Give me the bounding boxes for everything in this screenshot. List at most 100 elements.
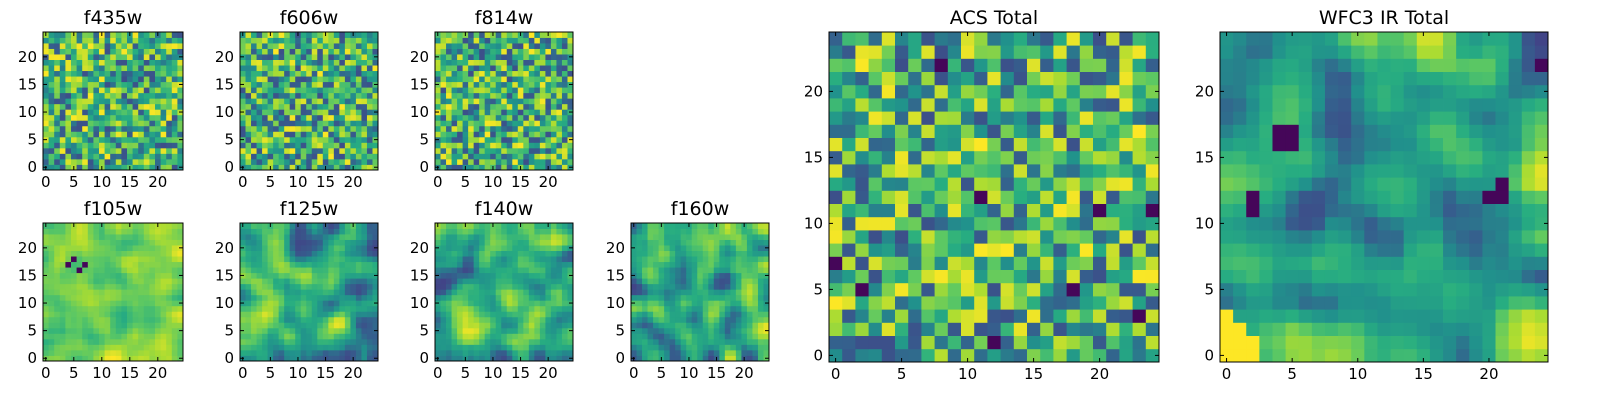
heatmap-cell xyxy=(534,37,541,44)
heatmap-cell xyxy=(479,344,486,351)
heatmap-cell xyxy=(550,228,557,235)
heatmap-cell xyxy=(110,316,117,323)
heatmap-cell xyxy=(317,125,324,132)
heatmap-cell xyxy=(138,250,145,257)
heatmap-cell xyxy=(177,349,184,356)
heatmap-cell xyxy=(289,338,296,345)
heatmap-cell xyxy=(295,322,302,329)
heatmap-cell xyxy=(741,256,748,263)
heatmap-cell xyxy=(317,147,324,154)
heatmap-cell xyxy=(115,245,122,251)
heatmap-cell xyxy=(350,92,357,99)
heatmap-cell xyxy=(517,131,524,138)
heatmap-cell xyxy=(82,234,89,240)
heatmap-cell xyxy=(284,305,291,312)
heatmap-cell xyxy=(987,216,1001,231)
heatmap-cell xyxy=(322,250,329,257)
heatmap-cell xyxy=(435,239,441,246)
heatmap-cell xyxy=(440,142,447,149)
heatmap-cell xyxy=(495,87,502,94)
heatmap-cell xyxy=(539,87,546,94)
heatmap-cell xyxy=(473,344,480,351)
heatmap-cell xyxy=(132,338,139,345)
heatmap-cell xyxy=(708,305,715,312)
heatmap-cell xyxy=(273,136,280,143)
heatmap-cell xyxy=(76,92,83,99)
heatmap-cell xyxy=(240,37,246,44)
heatmap-cell xyxy=(1000,256,1015,270)
heatmap-cell xyxy=(273,294,280,301)
heatmap-cell xyxy=(842,177,856,191)
heatmap-cell xyxy=(339,147,346,154)
heatmap-cell xyxy=(539,322,546,329)
heatmap-cell xyxy=(1040,190,1054,204)
heatmap-cell xyxy=(262,327,268,334)
heatmap-cell xyxy=(71,158,77,165)
heatmap-cell xyxy=(457,245,463,251)
heatmap-cell xyxy=(110,223,117,229)
heatmap-cell xyxy=(333,92,340,99)
heatmap-cell xyxy=(479,305,486,312)
heatmap-cell xyxy=(724,355,731,362)
heatmap-cell xyxy=(490,333,497,340)
heatmap-cell xyxy=(256,327,263,334)
heatmap-cell xyxy=(642,223,648,229)
heatmap-cell xyxy=(295,136,302,143)
heatmap-cell xyxy=(48,103,55,110)
heatmap-cell xyxy=(479,316,486,323)
heatmap-cell xyxy=(333,333,340,340)
heatmap-cell xyxy=(680,283,687,290)
heatmap-cell xyxy=(451,37,458,44)
heatmap-cell xyxy=(104,109,111,116)
heatmap-cell xyxy=(65,256,72,263)
heatmap-cell xyxy=(256,300,263,307)
heatmap-cell xyxy=(561,234,568,240)
heatmap-cell xyxy=(99,316,105,323)
heatmap-cell xyxy=(495,114,502,121)
heatmap-cell xyxy=(512,87,519,94)
heatmap-cell xyxy=(934,177,949,191)
heatmap-cell xyxy=(545,54,552,60)
heatmap-cell xyxy=(322,158,329,165)
heatmap-cell xyxy=(713,239,720,246)
heatmap-cell xyxy=(490,70,497,77)
x-tick-label: 0 xyxy=(41,364,51,382)
heatmap-cell xyxy=(653,305,659,312)
heatmap-cell xyxy=(115,87,122,94)
heatmap-cell xyxy=(366,245,373,251)
heatmap-cell xyxy=(974,177,988,191)
heatmap-cell xyxy=(322,54,329,60)
heatmap-cell xyxy=(1053,203,1067,218)
heatmap-cell xyxy=(1079,296,1094,310)
heatmap-cell xyxy=(636,349,643,356)
heatmap-cell xyxy=(273,54,280,60)
heatmap-cell xyxy=(366,327,373,334)
heatmap-cell xyxy=(446,234,452,240)
heatmap-cell xyxy=(468,43,475,49)
heatmap-cell xyxy=(138,153,145,160)
heatmap-cell xyxy=(697,355,704,362)
heatmap-cell xyxy=(664,228,671,235)
heatmap-cell xyxy=(284,333,291,340)
heatmap-cell xyxy=(506,164,513,171)
heatmap-cell xyxy=(311,54,318,60)
heatmap-cell xyxy=(457,355,463,362)
heatmap-cell xyxy=(567,92,574,99)
heatmap-cell xyxy=(245,131,252,138)
heatmap-cell xyxy=(245,349,252,356)
heatmap-cell xyxy=(143,311,150,318)
heatmap-cell xyxy=(468,278,475,285)
heatmap-cell xyxy=(451,142,458,149)
heatmap-cell xyxy=(440,256,447,263)
heatmap-cell xyxy=(171,261,178,268)
heatmap-cell xyxy=(240,344,246,351)
heatmap-cell xyxy=(446,136,452,143)
heatmap-cell xyxy=(446,81,452,88)
heatmap-cell xyxy=(87,327,94,334)
heatmap-cell xyxy=(495,98,502,105)
heatmap-cell xyxy=(468,272,475,279)
heatmap-cell xyxy=(317,327,324,334)
heatmap-cell xyxy=(284,289,291,296)
heatmap-cell xyxy=(284,147,291,154)
